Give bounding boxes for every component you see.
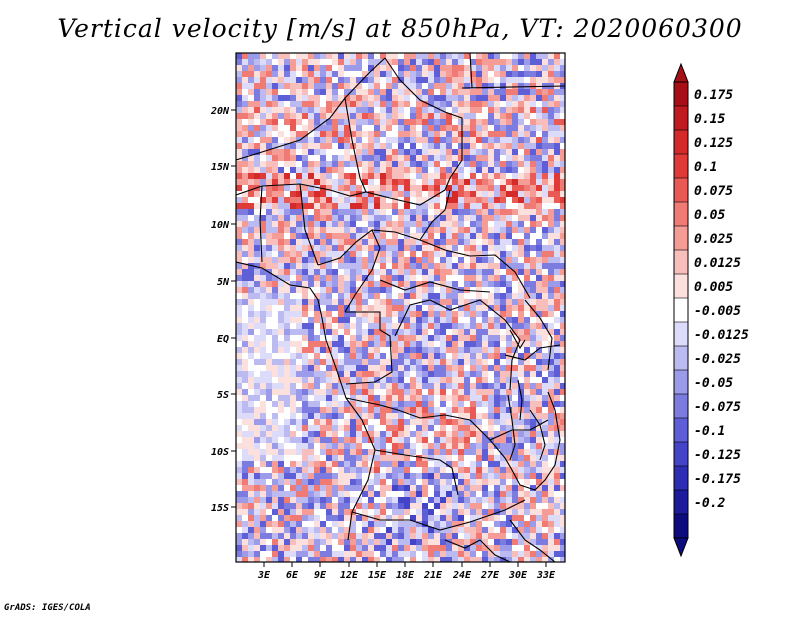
border-line [259, 185, 263, 263]
colorbar-max-arrow [673, 62, 689, 83]
border-line [384, 57, 463, 191]
colorbar-segment [674, 130, 688, 154]
colorbar-segment [674, 250, 688, 274]
lon-tick-label: 3E [257, 570, 271, 581]
chart-title: Vertical velocity [m/s] at 850hPa, VT: 2… [57, 14, 743, 43]
colorbar-segment [674, 154, 688, 178]
border-line [299, 183, 319, 266]
lat-tick-label: EQ [217, 334, 229, 345]
longitude-axis: 3E 6E 9E 12E 15E 18E 21E 24E 27E 30E 33E [257, 562, 556, 581]
colorbar: 0.175 0.15 0.125 0.1 0.075 0.05 0.025 0.0125 0.0… [673, 62, 749, 558]
border-line [461, 85, 565, 89]
colorbar-label: 0.05 [694, 208, 725, 223]
colorbar-label: -0.1 [694, 424, 725, 439]
border-line [517, 379, 523, 421]
border-line [524, 299, 553, 371]
border-line [507, 394, 516, 461]
colorbar-segment [674, 202, 688, 226]
colorbar-label: -0.2 [694, 496, 725, 511]
lon-tick-label: 27E [480, 570, 500, 581]
lat-tick-label: 15N [211, 162, 230, 173]
border-line [345, 311, 393, 385]
border-line [509, 519, 556, 562]
border-line [345, 397, 376, 541]
colorbar-segment [674, 370, 688, 394]
colorbar-label: 0.075 [694, 184, 733, 199]
colorbar-label: -0.0125 [694, 328, 749, 343]
colorbar-label: 0.0125 [694, 256, 741, 271]
border-line [317, 229, 381, 313]
velocity-field [236, 53, 565, 562]
colorbar-label: 0.005 [694, 280, 733, 295]
colorbar-label: -0.005 [694, 304, 741, 319]
latitude-axis: 20N 15N 10N 5N EQ 5S 10S 15S [210, 106, 236, 514]
border-line [504, 344, 561, 361]
border-line [469, 53, 473, 89]
colorbar-segment [674, 346, 688, 370]
colorbar-label: -0.075 [694, 400, 741, 415]
lat-tick-label: 5N [217, 277, 230, 288]
border-line [444, 414, 521, 486]
border-line [374, 449, 459, 496]
lon-tick-label: 6E [286, 570, 299, 581]
colorbar-label: 0.025 [694, 232, 733, 247]
border-line [236, 183, 367, 197]
colorbar-segment [674, 490, 688, 514]
lon-tick-label: 33E [536, 570, 556, 581]
colorbar-label: -0.125 [694, 448, 741, 463]
border-line [394, 299, 521, 391]
border-line [344, 97, 367, 193]
lon-tick-label: 30E [508, 570, 528, 581]
country-borders [236, 53, 565, 562]
colorbar-label: 0.15 [694, 112, 725, 127]
colorbar-label: 0.125 [694, 136, 733, 151]
colorbar-segment [674, 178, 688, 202]
border-line [519, 391, 561, 491]
lat-tick-label: 10N [211, 220, 230, 231]
lon-tick-label: 18E [396, 570, 415, 581]
lon-tick-label: 24E [452, 570, 472, 581]
lon-tick-label: 21E [423, 570, 443, 581]
border-line [509, 329, 526, 350]
colorbar-min-arrow [673, 537, 689, 558]
lon-tick-label: 12E [340, 570, 359, 581]
border-line [479, 539, 511, 562]
colorbar-label: -0.175 [694, 472, 741, 487]
border-line [236, 57, 386, 161]
lon-tick-label: 15E [368, 570, 387, 581]
colorbar-label: -0.025 [694, 352, 741, 367]
border-line [529, 409, 546, 461]
colorbar-segment [674, 106, 688, 130]
border-line [419, 189, 451, 241]
colorbar-segment [674, 322, 688, 346]
colorbar-label: 0.175 [694, 88, 733, 103]
colorbar-label: 0.1 [694, 160, 717, 175]
border-line [345, 397, 446, 419]
colorbar-segment [674, 298, 688, 322]
border-line [379, 279, 491, 293]
colorbar-segment [674, 466, 688, 490]
lat-tick-label: 10S [211, 447, 229, 458]
colorbar-label: -0.05 [694, 376, 733, 391]
colorbar-segment [674, 226, 688, 250]
colorbar-segment [674, 418, 688, 442]
colorbar-segment [674, 394, 688, 418]
colorbar-segment [674, 274, 688, 298]
software-credit: GrADS: IGES/COLA [4, 603, 91, 613]
lat-tick-label: 15S [211, 503, 229, 514]
lat-tick-label: 20N [210, 106, 230, 117]
border-line [371, 229, 531, 299]
border-line [489, 419, 549, 441]
border-line [444, 539, 481, 549]
lat-tick-label: 5S [217, 390, 229, 401]
colorbar-segment [674, 442, 688, 466]
border-line [365, 189, 446, 206]
colorbar-segment [674, 514, 688, 538]
border-line [236, 261, 347, 399]
map-frame [235, 52, 566, 563]
border-line [351, 499, 526, 531]
lon-tick-label: 9E [314, 570, 327, 581]
colorbar-segment [674, 82, 688, 106]
